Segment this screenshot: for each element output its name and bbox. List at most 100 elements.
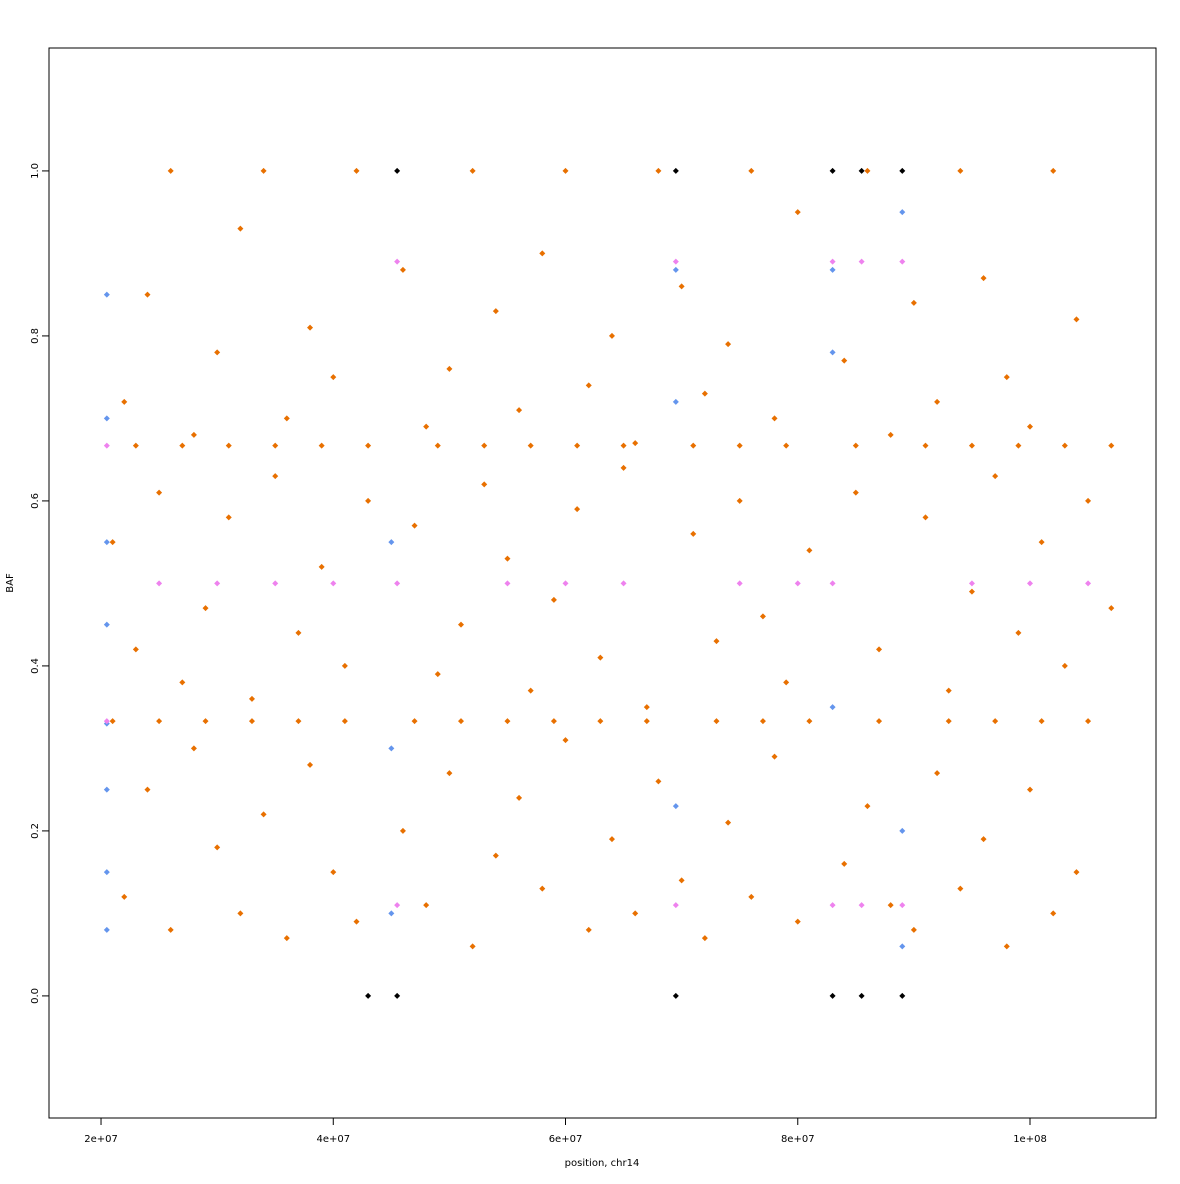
point — [1085, 497, 1092, 504]
point — [968, 588, 975, 595]
point — [829, 704, 836, 711]
point — [109, 539, 116, 546]
point — [794, 580, 801, 587]
point — [492, 308, 499, 315]
point — [330, 580, 337, 587]
x-axis-title: position, chr14 — [565, 1158, 640, 1169]
point — [887, 431, 894, 438]
point — [858, 902, 865, 909]
point — [1050, 910, 1057, 917]
point — [864, 803, 871, 810]
point — [690, 530, 697, 537]
point — [1027, 580, 1034, 587]
point — [434, 671, 441, 678]
point — [899, 258, 906, 265]
point — [156, 489, 163, 496]
point — [353, 167, 360, 174]
point — [388, 745, 395, 752]
point — [307, 324, 314, 331]
point — [516, 794, 523, 801]
point — [980, 836, 987, 843]
x-tick-label: 2e+07 — [84, 1134, 118, 1145]
point — [701, 935, 708, 942]
point — [1061, 662, 1068, 669]
point — [736, 442, 743, 449]
point — [794, 209, 801, 216]
point — [469, 943, 476, 950]
point — [672, 803, 679, 810]
point — [272, 580, 279, 587]
point — [655, 778, 662, 785]
point — [829, 580, 836, 587]
point — [829, 902, 836, 909]
point — [237, 225, 244, 232]
point — [399, 266, 406, 273]
point — [841, 357, 848, 364]
point — [132, 646, 139, 653]
point — [632, 440, 639, 447]
point — [121, 893, 128, 900]
point — [829, 266, 836, 273]
point — [411, 522, 418, 529]
point — [202, 718, 209, 725]
point — [701, 390, 708, 397]
point — [672, 258, 679, 265]
point — [934, 770, 941, 777]
point — [794, 918, 801, 925]
point — [353, 918, 360, 925]
point — [481, 442, 488, 449]
y-tick-label: 0.4 — [30, 658, 41, 674]
point — [864, 167, 871, 174]
point — [248, 695, 255, 702]
point — [771, 753, 778, 760]
point — [144, 786, 151, 793]
point — [858, 992, 865, 999]
point — [1015, 629, 1022, 636]
point — [713, 638, 720, 645]
point — [608, 836, 615, 843]
point — [190, 431, 197, 438]
point — [103, 415, 110, 422]
point — [318, 442, 325, 449]
point — [295, 718, 302, 725]
point — [446, 770, 453, 777]
y-tick-label: 1.0 — [30, 163, 41, 179]
point — [283, 935, 290, 942]
point — [214, 844, 221, 851]
point — [899, 827, 906, 834]
point — [539, 885, 546, 892]
point — [1015, 442, 1022, 449]
point — [899, 992, 906, 999]
point — [910, 299, 917, 306]
point — [1050, 167, 1057, 174]
point — [841, 860, 848, 867]
point — [156, 718, 163, 725]
point — [504, 718, 511, 725]
point — [945, 718, 952, 725]
point — [504, 580, 511, 587]
point — [713, 718, 720, 725]
point — [365, 442, 372, 449]
point — [597, 718, 604, 725]
point — [922, 442, 929, 449]
point — [887, 902, 894, 909]
point — [643, 718, 650, 725]
point — [1038, 718, 1045, 725]
point — [771, 415, 778, 422]
point — [672, 266, 679, 273]
x-tick-label: 1e+08 — [1013, 1134, 1047, 1145]
point — [248, 718, 255, 725]
point — [103, 786, 110, 793]
point — [394, 258, 401, 265]
point — [748, 167, 755, 174]
point — [672, 902, 679, 909]
point — [469, 167, 476, 174]
point — [806, 718, 813, 725]
point — [992, 718, 999, 725]
point — [690, 442, 697, 449]
point — [394, 992, 401, 999]
point — [103, 869, 110, 876]
point — [829, 992, 836, 999]
point — [103, 291, 110, 298]
point — [179, 442, 186, 449]
